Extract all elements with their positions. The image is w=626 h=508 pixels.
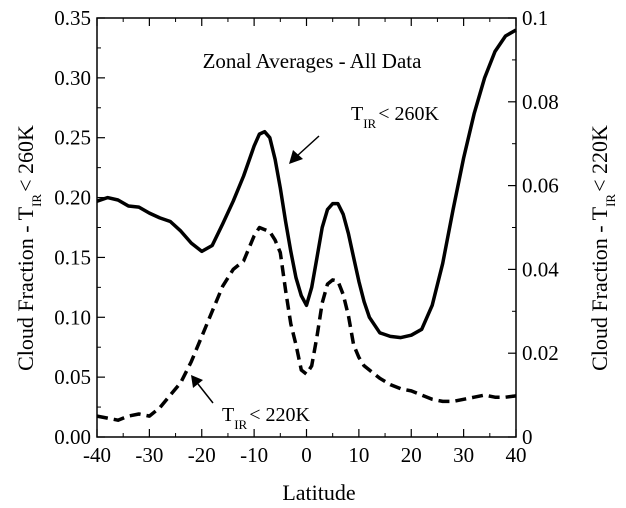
chart-marks: -40 -30 -20 -10 0 10 20 30 400.000.050.100.150.2… — [54, 6, 559, 467]
arrow-260k-head — [289, 150, 303, 164]
y-axis-right-title: Cloud Fraction - TIR < 220K — [587, 125, 618, 371]
series-line-260k — [96, 28, 517, 340]
annotation-arrow-260k — [289, 135, 320, 164]
y-left-tick-label: 0.00 — [54, 425, 91, 449]
y-right-title-sub: IR — [603, 194, 618, 207]
y-right-tick-label: 0.04 — [522, 257, 559, 281]
plot-frame — [96, 17, 517, 438]
y-right-tick-label: 0 — [522, 425, 533, 449]
series-label-260k-suffix: < 260K — [378, 103, 439, 125]
series-label-220k-suffix: < 220K — [249, 404, 310, 426]
y-left-title-sub: IR — [29, 194, 44, 207]
arrow-260k-shaft — [296, 135, 320, 157]
y-left-tick-label: 0.20 — [54, 186, 91, 210]
x-tick-label: 40 — [506, 443, 527, 467]
chart-title: Zonal Averages - All Data — [203, 49, 423, 73]
y-left-tick-label: 0.35 — [54, 6, 91, 30]
x-tick-label: -10 — [240, 443, 268, 467]
series-label-260k-main: T — [351, 103, 363, 125]
y-right-title-suffix: < 220K — [587, 125, 612, 192]
annotation-arrow-220k — [191, 375, 214, 404]
y-right-tick-label: 0.1 — [522, 6, 548, 30]
x-tick-label: 10 — [348, 443, 369, 467]
y-left-tick-label: 0.30 — [54, 66, 91, 90]
y-right-title-main: Cloud Fraction - T — [587, 206, 612, 371]
x-tick-label: -30 — [135, 443, 163, 467]
y-axis-left-title: Cloud Fraction - TIR < 260K — [13, 125, 44, 371]
x-tick-label: 20 — [401, 443, 422, 467]
x-tick-label: -40 — [83, 443, 111, 467]
x-tick-label: 30 — [453, 443, 474, 467]
series-line-220k — [96, 225, 517, 422]
y-left-title-main: Cloud Fraction - T — [13, 206, 38, 371]
y-left-title-suffix: < 260K — [13, 125, 38, 192]
x-axis-title: Latitude — [282, 480, 355, 505]
y-left-tick-label: 0.25 — [54, 126, 91, 150]
series-label-260k-sub: IR — [363, 116, 376, 131]
x-tick-label: 0 — [301, 443, 312, 467]
series-label-220k-sub: IR — [234, 417, 247, 432]
y-left-tick-label: 0.10 — [54, 305, 91, 329]
arrow-220k-head — [191, 375, 203, 388]
series-label-220k: TIR < 220K — [222, 404, 310, 432]
series-label-260k: TIR < 260K — [351, 103, 439, 131]
y-left-tick-label: 0.15 — [54, 245, 91, 269]
x-tick-label: -20 — [188, 443, 216, 467]
y-right-tick-label: 0.06 — [522, 174, 559, 198]
arrow-220k-shaft — [197, 383, 214, 404]
y-right-tick-label: 0.08 — [522, 90, 559, 114]
y-left-tick-label: 0.05 — [54, 365, 91, 389]
y-right-tick-label: 0.02 — [522, 341, 559, 365]
series-label-220k-main: T — [222, 404, 234, 426]
